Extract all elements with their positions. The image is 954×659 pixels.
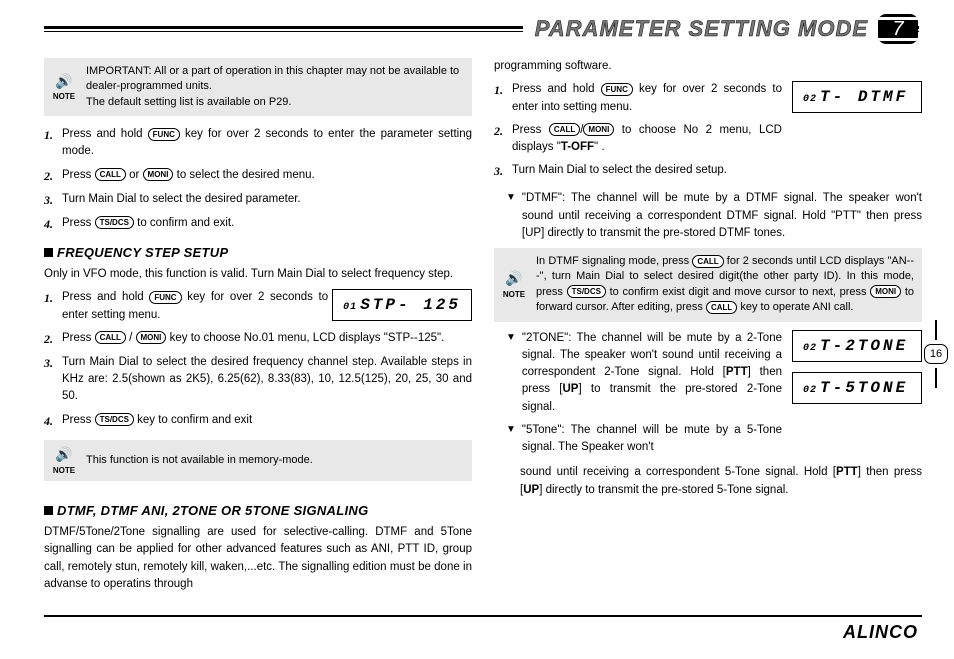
section-dtmf: DTMF, DTMF ANI, 2TONE OR 5TONE SIGNALING xyxy=(44,501,472,521)
moni-key: MONI xyxy=(143,168,174,181)
p2-step3: Turn Main Dial to select the desired fre… xyxy=(62,354,472,406)
brand-logo: ALINCO xyxy=(843,622,918,643)
bullet-5tone-tail: sound until receiving a correspondent 5-… xyxy=(520,464,922,499)
p1-step1: Press and hold FUNC key for over 2 secon… xyxy=(62,126,472,161)
func-key: FUNC xyxy=(601,83,633,96)
moni-key: MONI xyxy=(583,123,614,136)
tsdcs-key: TS/DCS xyxy=(95,216,134,229)
note-memory-mode: 🔊NOTE This function is not available in … xyxy=(44,440,472,481)
lcd-t-5tone: 02T-5TONE xyxy=(792,372,922,404)
tsdcs-key: TS/DCS xyxy=(95,413,134,426)
tsdcs-key: TS/DCS xyxy=(567,285,606,298)
bullet-list: ▼ "DTMF": The channel will be mute by a … xyxy=(506,190,922,242)
call-key: CALL xyxy=(692,255,723,268)
p1-step2: Press CALL or MONI to select the desired… xyxy=(62,167,315,185)
section-freq-step: FREQUENCY STEP SETUP xyxy=(44,243,472,263)
content-columns: 🔊NOTE IMPORTANT: All or a part of operat… xyxy=(44,58,922,609)
lcd-t-2tone: 02T-2TONE xyxy=(792,330,922,362)
p2-step4: Press TS/DCS key to confirm and exit xyxy=(62,412,252,430)
note-icon: 🔊NOTE xyxy=(50,64,78,110)
page-number-badge: 7 xyxy=(878,14,918,44)
bullet-5tone-head: ▼ "5Tone": The channel will be mute by a… xyxy=(506,422,782,457)
call-key: CALL xyxy=(549,123,580,136)
p2-step1: Press and hold FUNC key for over 2 secon… xyxy=(62,289,328,324)
right-column: programming software. 1. Press and hold … xyxy=(494,58,922,609)
call-key: CALL xyxy=(706,301,737,314)
note-dtmf-mode: 🔊NOTE In DTMF signaling mode, press CALL… xyxy=(494,248,922,322)
bullet-2tone: ▼ "2TONE": The channel will be mute by a… xyxy=(506,330,782,416)
lcd-stp125: 01STP- 125 xyxy=(332,289,472,321)
procedure-right: 1. Press and hold FUNC key for over 2 se… xyxy=(494,81,922,180)
note-icon: 🔊NOTE xyxy=(50,444,78,477)
p1-step4: Press TS/DCS to confirm and exit. xyxy=(62,215,234,233)
dtmf-body: DTMF/5Tone/2Tone signalling are used for… xyxy=(44,524,472,593)
func-key: FUNC xyxy=(149,291,181,304)
func-key: FUNC xyxy=(148,128,180,141)
procedure-main: 1. Press and hold FUNC key for over 2 se… xyxy=(44,126,472,233)
moni-key: MONI xyxy=(136,331,167,344)
side-page-number: 16 xyxy=(924,320,948,388)
bullet-dtmf: ▼ "DTMF": The channel will be mute by a … xyxy=(506,190,922,242)
lcd-stack: 02T-2TONE 02T-5TONE xyxy=(792,330,922,404)
page-title: PARAMETER SETTING MODE xyxy=(535,16,868,42)
freq-step-intro: Only in VFO mode, this function is valid… xyxy=(44,266,472,283)
left-column: 🔊NOTE IMPORTANT: All or a part of operat… xyxy=(44,58,472,609)
call-key: CALL xyxy=(95,168,126,181)
moni-key: MONI xyxy=(870,285,901,298)
pr-step2: Press CALL/MONI to choose No 2 menu, LCD… xyxy=(512,122,782,157)
p2-step2: Press CALL / MONI key to choose No.01 me… xyxy=(62,330,444,348)
programming-software-line: programming software. xyxy=(494,58,922,75)
lcd-t-dtmf: 02T- DTMF xyxy=(792,81,922,113)
pr-step3: Turn Main Dial to select the desired set… xyxy=(512,162,727,180)
note-important: 🔊NOTE IMPORTANT: All or a part of operat… xyxy=(44,58,472,116)
note-dtmf-text: In DTMF signaling mode, press CALL for 2… xyxy=(536,254,914,316)
note-icon: 🔊NOTE xyxy=(500,254,528,316)
page-header: PARAMETER SETTING MODE 7 xyxy=(523,14,918,44)
call-key: CALL xyxy=(95,331,126,344)
p1-step3: Turn Main Dial to select the desired par… xyxy=(62,191,301,209)
bullet-2tone-5tone: ▼ "2TONE": The channel will be mute by a… xyxy=(506,330,782,463)
note-text: IMPORTANT: All or a part of operation in… xyxy=(86,64,464,110)
pr-step1: Press and hold FUNC key for over 2 secon… xyxy=(512,81,782,116)
footer-rule xyxy=(44,615,922,617)
procedure-freq: 1. Press and hold FUNC key for over 2 se… xyxy=(44,289,472,429)
